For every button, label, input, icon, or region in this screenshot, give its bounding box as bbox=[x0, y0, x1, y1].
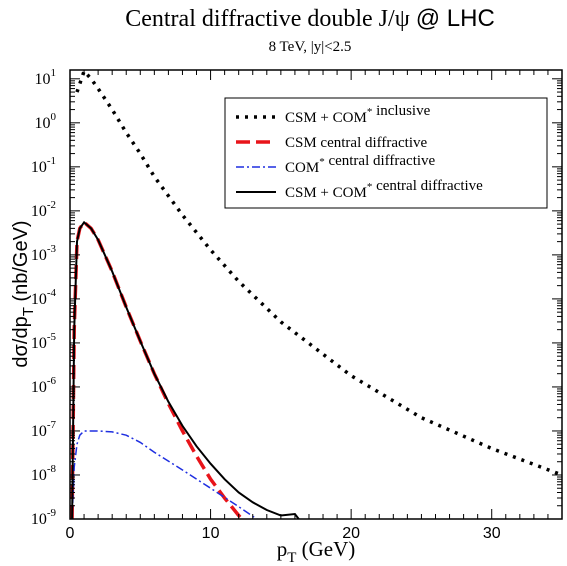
y-tick-label: 10-9 bbox=[31, 507, 57, 528]
x-tick-label: 10 bbox=[202, 525, 220, 542]
chart-title: Central diffractive double J/ψ @ LHC bbox=[125, 5, 495, 32]
y-tick-label: 100 bbox=[35, 111, 57, 132]
y-tick-label: 101 bbox=[35, 67, 57, 88]
legend-label-3: COM* central diffractive bbox=[285, 153, 436, 176]
x-tick-labels: 0 10 20 30 bbox=[66, 525, 501, 542]
x-tick-label: 30 bbox=[483, 525, 501, 542]
y-tick-label: 10-2 bbox=[31, 199, 56, 220]
y-tick-label: 10-7 bbox=[31, 419, 57, 440]
x-axis-label: pT (GeV) bbox=[277, 537, 356, 566]
legend: CSM + COM* inclusive CSM central diffract… bbox=[224, 97, 548, 209]
series-line-1 bbox=[75, 70, 562, 477]
y-tick-label: 10-1 bbox=[31, 155, 56, 176]
y-tick-label: 10-8 bbox=[31, 463, 57, 484]
x-tick-label: 20 bbox=[342, 525, 360, 542]
y-axis-label: dσ/dpT (nb/GeV) bbox=[10, 220, 37, 367]
series-line-4 bbox=[71, 220, 301, 519]
legend-label-2: CSM central diffractive bbox=[285, 135, 428, 151]
y-tick-labels: 101 100 10-1 10-2 10-3 10-4 10-5 10-6 10-7 10-8 10… bbox=[31, 67, 57, 528]
legend-box bbox=[224, 97, 548, 209]
legend-label-1: CSM + COM* inclusive bbox=[285, 103, 431, 126]
series-line-2 bbox=[70, 219, 245, 519]
legend-label-4: CSM + COM* central diffractive bbox=[285, 178, 483, 201]
plot-frame bbox=[69, 69, 563, 520]
series-line-3 bbox=[71, 430, 259, 519]
axis-ticks bbox=[69, 70, 563, 520]
y-tick-label: 10-6 bbox=[31, 375, 57, 396]
y-tick-label: 10-4 bbox=[31, 287, 57, 308]
x-tick-label: 0 bbox=[66, 525, 75, 542]
chart-subtitle: 8 TeV, |y|<2.5 bbox=[269, 39, 352, 55]
y-tick-label: 10-3 bbox=[31, 243, 57, 264]
y-tick-label: 10-5 bbox=[31, 331, 57, 352]
